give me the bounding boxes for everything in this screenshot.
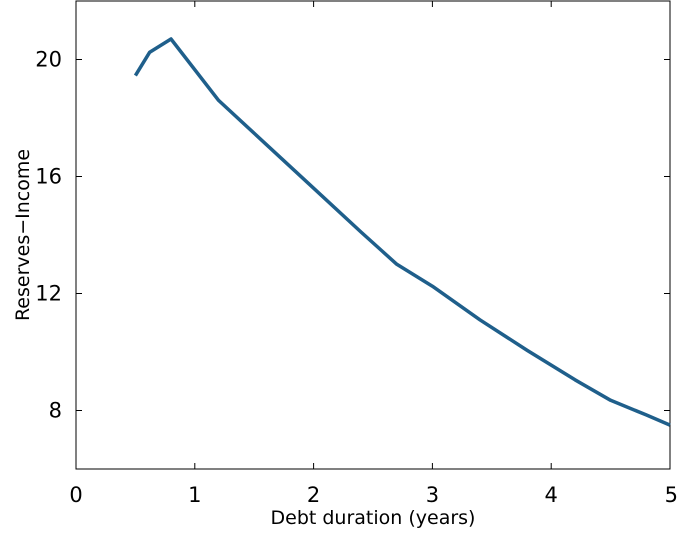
x-tick-label: 3 xyxy=(426,483,439,507)
y-tick-label: 16 xyxy=(35,165,62,189)
series-line xyxy=(133,37,671,427)
y-axis-label: Reserves−Income xyxy=(12,149,34,321)
x-tick-label: 5 xyxy=(665,483,678,507)
x-tick-label: 2 xyxy=(307,483,320,507)
x-tick-label: 4 xyxy=(545,483,558,507)
x-tick-label: 1 xyxy=(188,483,201,507)
plot-area-frame xyxy=(75,0,671,470)
x-axis-ticks: 0 1 2 3 4 5 xyxy=(69,1,678,507)
x-axis-label: Debt duration (years) xyxy=(271,507,476,529)
y-tick-label: 8 xyxy=(49,399,62,423)
y-tick-label: 20 xyxy=(35,48,62,72)
x-tick-label: 0 xyxy=(69,483,82,507)
y-tick-label: 12 xyxy=(35,282,62,306)
y-axis-ticks: 8 12 16 20 xyxy=(35,48,670,423)
series-layer xyxy=(133,37,671,427)
